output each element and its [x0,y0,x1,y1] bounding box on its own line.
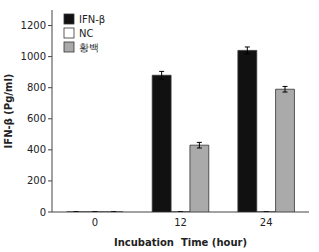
bar [190,145,209,212]
x-axis-label: Incubation Time (hour) [114,237,247,248]
bar [171,212,190,213]
error-bar [73,212,78,213]
y-tick-label: 800 [27,82,46,93]
legend-label: IFN-β [79,14,105,25]
y-tick-label: 0 [40,207,46,218]
legend-swatch [64,28,74,38]
error-bar [283,86,288,92]
y-tick [48,87,52,88]
x-axis-line [52,212,309,213]
x-tick-label: 12 [174,217,187,228]
y-axis-label: IFN-β (Pg/ml) [3,74,14,149]
error-bar [178,212,183,213]
legend-swatch [64,42,74,52]
legend-label: 황백 [79,42,99,53]
y-tick-label: 1000 [21,51,46,62]
y-tick [48,149,52,150]
y-axis: 0 200 400 600 800 1000 1200 [21,10,52,218]
y-tick [48,25,52,26]
bar [85,212,104,213]
error-bar [92,212,97,213]
y-tick [48,212,52,213]
y-tick-label: 400 [27,144,46,155]
y-tick [48,56,52,57]
bar [67,212,86,213]
error-bar [197,142,202,148]
bars [67,47,295,212]
y-axis-line [52,10,53,212]
y-tick-label: 200 [27,175,46,186]
bar [152,75,171,212]
bar [238,50,257,212]
bar [276,89,295,212]
legend-swatch [64,14,74,24]
y-tick [48,180,52,181]
legend-label: NC [79,28,93,39]
error-bar [159,71,164,79]
error-bar [111,212,116,213]
x-axis: 0 12 24 [52,212,309,228]
x-tick-label: 24 [260,217,273,228]
error-bar [245,47,250,54]
bar [104,212,123,213]
chart: 0 200 400 600 800 1000 1200 0 12 24 Incubation Tim… [0,0,319,252]
bar [257,212,276,213]
y-tick [48,118,52,119]
legend: IFN-β NC 황백 [64,14,105,53]
y-tick-label: 1200 [21,20,46,31]
y-tick-label: 600 [27,113,46,124]
x-tick-label: 0 [92,217,98,228]
error-bar [264,212,269,213]
